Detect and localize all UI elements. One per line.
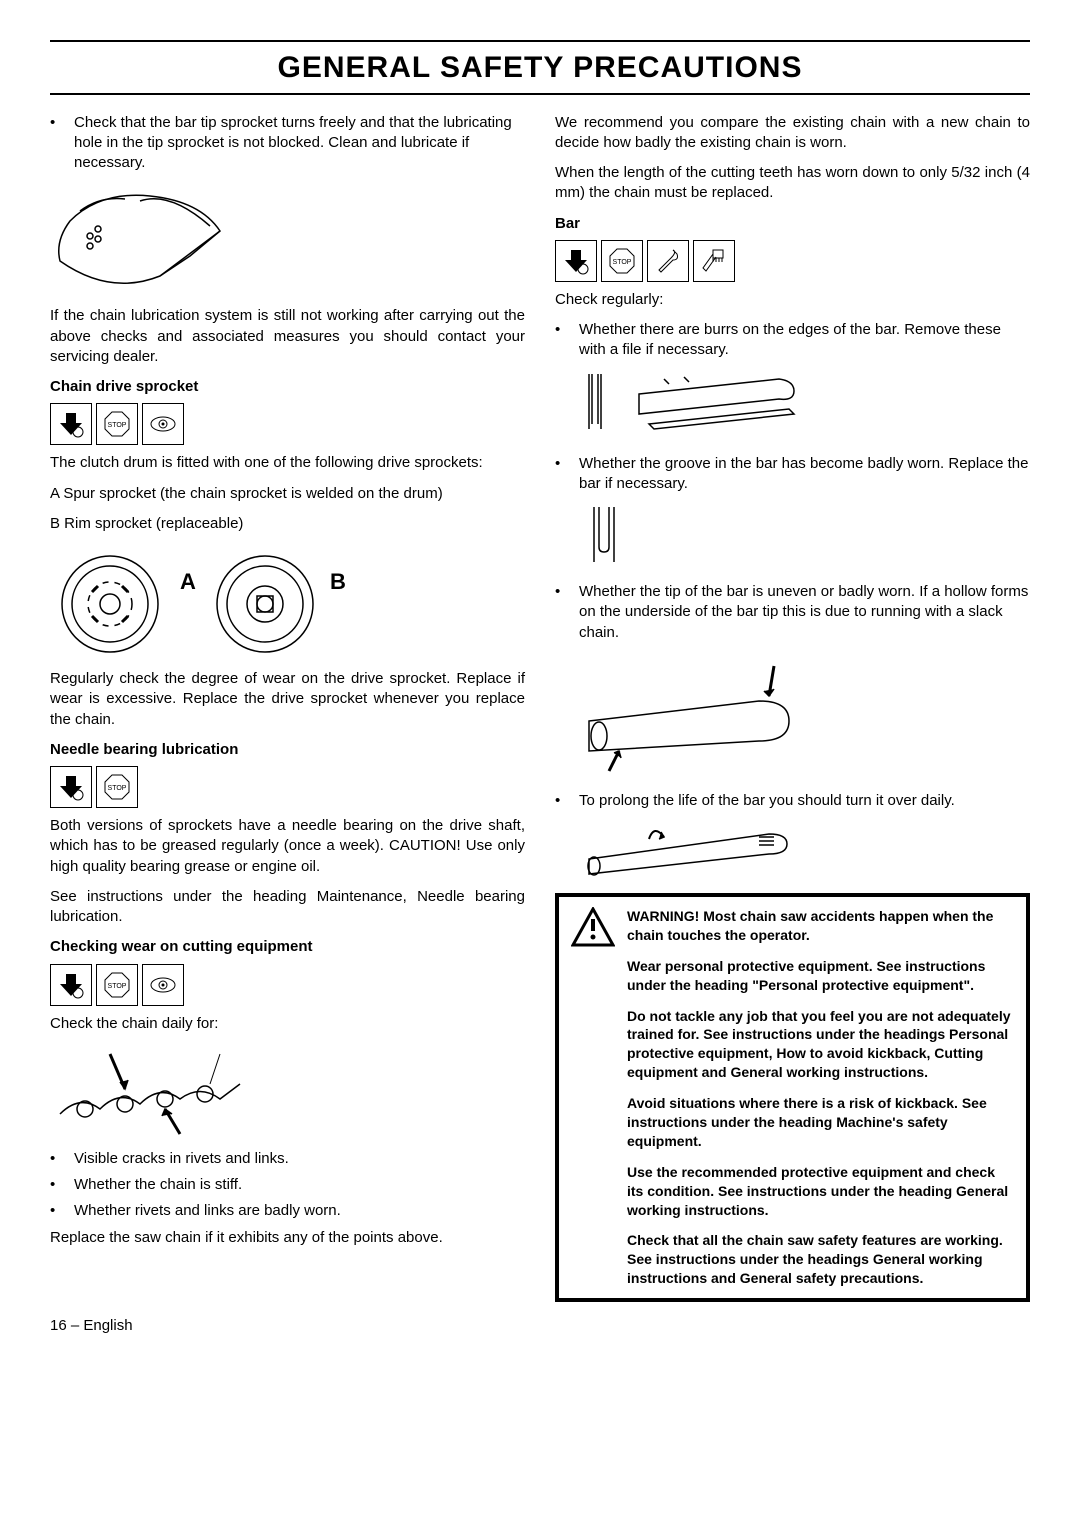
bullet-item: • Whether the chain is stiff.: [50, 1175, 525, 1195]
subheading-bar: Bar: [555, 214, 1030, 234]
bullet-text: Whether the tip of the bar is uneven or …: [579, 582, 1030, 643]
svg-text:STOP: STOP: [108, 983, 127, 990]
icon-row: STOP: [50, 403, 525, 445]
figure-chain-wear: [50, 1044, 525, 1139]
warn-p: Use the recommended protective equipment…: [627, 1163, 1014, 1220]
paragraph: B Rim sprocket (replaceable): [50, 514, 525, 534]
wrench-icon: [647, 240, 689, 282]
paragraph: Replace the saw chain if it exhibits any…: [50, 1228, 525, 1248]
svg-text:STOP: STOP: [108, 785, 127, 792]
bullet-item: • Whether rivets and links are badly wor…: [50, 1201, 525, 1221]
bullet-item: • Whether the groove in the bar has beco…: [555, 454, 1030, 495]
stop-icon: STOP: [96, 403, 138, 445]
figure-bar-tip-worn: [555, 651, 1030, 781]
arrow-down-icon: [50, 766, 92, 808]
bullet-dot-icon: •: [50, 1175, 74, 1195]
bullet-dot-icon: •: [50, 1201, 74, 1221]
icon-row: STOP: [50, 766, 525, 808]
paragraph: Check regularly:: [555, 290, 1030, 310]
bullet-text: To prolong the life of the bar you shoul…: [579, 791, 1030, 811]
content-columns: • Check that the bar tip sprocket turns …: [50, 113, 1030, 1303]
bullet-item: • Whether the tip of the bar is uneven o…: [555, 582, 1030, 643]
eye-icon: [142, 964, 184, 1006]
bullet-text: Whether the chain is stiff.: [74, 1175, 525, 1195]
paragraph: We recommend you compare the existing ch…: [555, 113, 1030, 154]
paragraph: Regularly check the degree of wear on th…: [50, 669, 525, 730]
bullet-item: • Visible cracks in rivets and links.: [50, 1149, 525, 1169]
bullet-text: Whether rivets and links are badly worn.: [74, 1201, 525, 1221]
subheading-needle-bearing: Needle bearing lubrication: [50, 740, 525, 760]
arrow-down-icon: [50, 964, 92, 1006]
warning-body: WARNING! Most chain saw accidents happen…: [627, 907, 1014, 1288]
warn-p: Wear personal protective equipment. See …: [627, 957, 1014, 995]
bullet-item: • To prolong the life of the bar you sho…: [555, 791, 1030, 811]
page-footer: 16 – English: [50, 1316, 1030, 1336]
bullet-text: Check that the bar tip sprocket turns fr…: [74, 113, 525, 174]
figure-bar-groove: [555, 502, 1030, 572]
stop-icon: STOP: [96, 964, 138, 1006]
eye-icon: [142, 403, 184, 445]
subheading-chain-drive: Chain drive sprocket: [50, 377, 525, 397]
paragraph: Check the chain daily for:: [50, 1014, 525, 1034]
paragraph: Both versions of sprockets have a needle…: [50, 816, 525, 877]
bullet-dot-icon: •: [555, 582, 579, 643]
warning-box: WARNING! Most chain saw accidents happen…: [555, 893, 1030, 1302]
warn-p: Check that all the chain saw safety feat…: [627, 1231, 1014, 1288]
svg-text:STOP: STOP: [108, 422, 127, 429]
icon-row: STOP: [50, 964, 525, 1006]
figure-sprockets: A B: [50, 544, 525, 659]
svg-text:STOP: STOP: [613, 259, 632, 266]
stop-icon: STOP: [96, 766, 138, 808]
paragraph: A Spur sprocket (the chain sprocket is w…: [50, 484, 525, 504]
paragraph: If the chain lubrication system is still…: [50, 306, 525, 367]
paragraph: When the length of the cutting teeth has…: [555, 163, 1030, 204]
paragraph: The clutch drum is fitted with one of th…: [50, 453, 525, 473]
paragraph: See instructions under the heading Maint…: [50, 887, 525, 928]
bullet-text: Whether there are burrs on the edges of …: [579, 320, 1030, 361]
right-column: We recommend you compare the existing ch…: [555, 113, 1030, 1303]
figure-bar-burrs: [555, 369, 1030, 444]
top-rule: [50, 40, 1030, 42]
bullet-text: Whether the groove in the bar has become…: [579, 454, 1030, 495]
svg-text:A: A: [180, 569, 196, 594]
bullet-dot-icon: •: [555, 454, 579, 495]
bullet-dot-icon: •: [555, 320, 579, 361]
figure-bar-turn: [555, 819, 1030, 879]
bullet-item: • Check that the bar tip sprocket turns …: [50, 113, 525, 174]
bullet-item: • Whether there are burrs on the edges o…: [555, 320, 1030, 361]
page-title: GENERAL SAFETY PRECAUTIONS: [50, 48, 1030, 89]
subheading-checking-wear: Checking wear on cutting equipment: [50, 937, 525, 957]
arrow-down-icon: [555, 240, 597, 282]
bullet-dot-icon: •: [50, 1149, 74, 1169]
arrow-down-icon: [50, 403, 92, 445]
icon-row: STOP: [555, 240, 1030, 282]
warn-p: Avoid situations where there is a risk o…: [627, 1094, 1014, 1151]
warn-p: WARNING! Most chain saw accidents happen…: [627, 907, 1014, 945]
warn-p: Do not tackle any job that you feel you …: [627, 1007, 1014, 1083]
warning-triangle-icon: [571, 907, 615, 1288]
svg-text:B: B: [330, 569, 346, 594]
bullet-dot-icon: •: [50, 113, 74, 174]
bottom-rule: [50, 93, 1030, 95]
figure-bar-tip: [50, 181, 525, 296]
brush-icon: [693, 240, 735, 282]
left-column: • Check that the bar tip sprocket turns …: [50, 113, 525, 1303]
bullet-text: Visible cracks in rivets and links.: [74, 1149, 525, 1169]
stop-icon: STOP: [601, 240, 643, 282]
bullet-dot-icon: •: [555, 791, 579, 811]
